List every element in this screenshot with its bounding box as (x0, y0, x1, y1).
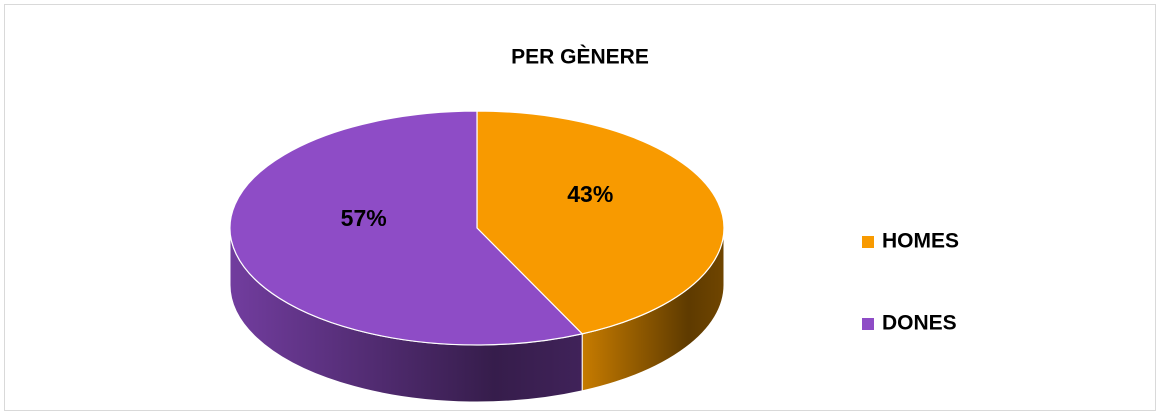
data-label: 57% (341, 205, 387, 231)
legend-label: HOMES (882, 230, 959, 253)
slice (476, 110, 725, 335)
slice (229, 110, 584, 346)
legend-label: DONES (882, 312, 957, 335)
legend-swatch (862, 236, 874, 248)
data-label: 43% (567, 181, 613, 207)
chart-title: PER GÈNERE (511, 46, 649, 69)
legend-swatch (862, 318, 874, 330)
